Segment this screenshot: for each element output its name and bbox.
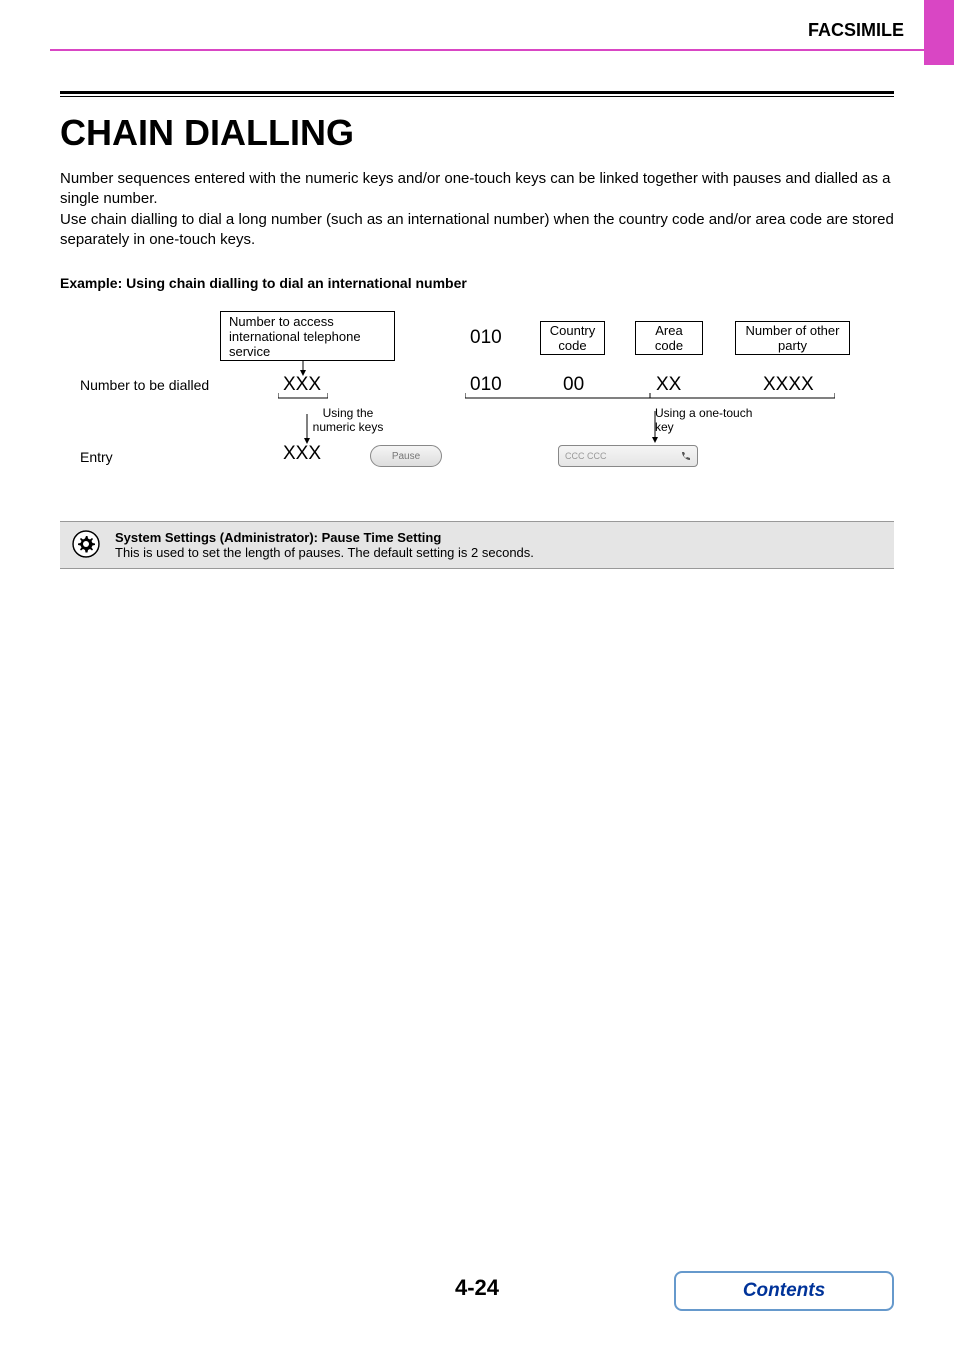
page-title: CHAIN DIALLING [60,112,894,154]
box-country-code: Country code [540,321,605,355]
label-entry: Entry [80,449,113,465]
contents-button[interactable]: Contents [674,1271,894,1311]
note-body: This is used to set the length of pauses… [115,545,534,560]
section-label: FACSIMILE [808,20,914,41]
pause-button-label: Pause [392,451,420,462]
arrow-access [278,361,328,379]
note-text: System Settings (Administrator): Pause T… [115,530,534,560]
settings-icon [72,530,100,558]
bracket-xxx [278,393,328,401]
phone-icon [681,451,691,461]
label-number-dialled: Number to be dialled [80,377,209,393]
intro-text: Number sequences entered with the numeri… [60,169,894,250]
box-other-party: Number of other party [735,321,850,355]
note-title: System Settings (Administrator): Pause T… [115,530,534,545]
diagram: Number to access international telephone… [60,311,894,501]
note-box: System Settings (Administrator): Pause T… [60,521,894,569]
pause-button[interactable]: Pause [370,445,442,467]
box-access: Number to access international telephone… [220,311,395,361]
contents-label: Contents [743,1280,825,1302]
label-one-touch: Using a one-touch key [655,406,765,435]
one-touch-button[interactable]: CCC CCC [558,445,698,467]
label-numeric-keys: Using the numeric keys [308,406,388,435]
example-heading: Example: Using chain dialling to dial an… [60,275,894,291]
box-area-code: Area code [635,321,703,355]
title-rule [60,91,894,97]
bracket-group [465,393,835,403]
magenta-tab [924,0,954,65]
entry-xxx: XXX [283,443,321,465]
section-header: FACSIMILE [0,0,954,49]
page-content: CHAIN DIALLING Number sequences entered … [0,51,954,569]
label-010-top: 010 [470,327,502,349]
one-touch-button-label: CCC CCC [565,451,607,461]
page-number: 4-24 [455,1275,499,1301]
